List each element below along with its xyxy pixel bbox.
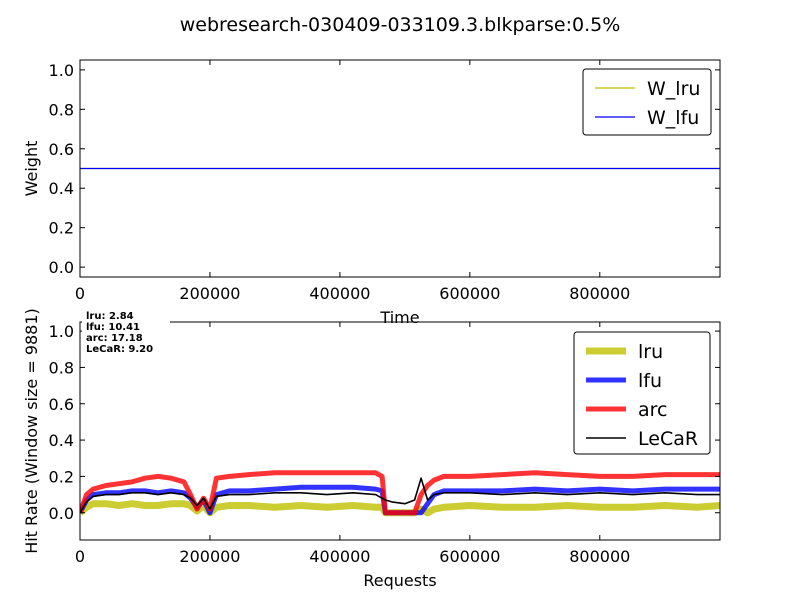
hit-rate-panel: 0 200000 400000 600000 800000 0.0 0.2 0.4 0.6 0.8… — [22, 308, 721, 590]
x-tick-label: 0 — [75, 547, 85, 566]
legend-label-w-lfu: W_lfu — [647, 107, 699, 129]
legend-label-arc: arc — [638, 399, 667, 421]
y-tick-label: 0.2 — [49, 219, 74, 238]
x-tick-label: 200000 — [179, 284, 240, 303]
legend-label-lfu: lfu — [638, 370, 662, 392]
y-tick-label: 0.0 — [49, 504, 74, 523]
y-axis-label: Hit Rate (Window size = 9881) — [22, 308, 41, 554]
y-tick-label: 1.0 — [49, 322, 74, 341]
series-line-lecar — [80, 477, 720, 514]
series-line-lru — [80, 500, 720, 517]
y-tick-label: 0.2 — [49, 467, 74, 486]
legend: lru lfu arc LeCaR — [573, 331, 711, 455]
x-tick-label: 200000 — [179, 547, 240, 566]
legend: W_lru W_lfu — [582, 68, 712, 136]
x-axis-label: Requests — [363, 571, 436, 590]
x-tick-label: 600000 — [439, 284, 500, 303]
weight-panel: 0 200000 400000 600000 800000 0.0 0.2 0.4 0.6 0.8… — [22, 59, 721, 327]
summary-line: lru: 2.84 — [86, 311, 134, 322]
y-axis-label: Weight — [22, 141, 41, 197]
x-tick-label: 400000 — [309, 284, 370, 303]
y-tick-label: 0.6 — [49, 140, 74, 159]
summary-line: LeCaR: 9.20 — [86, 344, 153, 355]
y-tick-label: 0.0 — [49, 258, 74, 277]
x-tick-label: 400000 — [309, 547, 370, 566]
y-tick-label: 0.8 — [49, 100, 74, 119]
y-tick-label: 0.4 — [49, 179, 74, 198]
legend-label-lecar: LeCaR — [638, 428, 698, 450]
x-tick-label: 800000 — [569, 547, 630, 566]
y-tick-label: 0.8 — [49, 358, 74, 377]
x-tick-label: 800000 — [569, 284, 630, 303]
legend-label-lru: lru — [638, 341, 663, 363]
x-tick-label: 600000 — [439, 547, 500, 566]
series-line-arc — [80, 470, 720, 516]
axes-frame — [79, 59, 721, 278]
summary-background — [82, 309, 170, 359]
series-group — [80, 470, 720, 517]
x-tick-label: 0 — [75, 284, 85, 303]
figure-title: webresearch-030409-033109.3.blkparse:0.5… — [180, 14, 621, 36]
legend-label-w-lru: W_lru — [647, 78, 700, 100]
axes-frame — [79, 321, 721, 541]
summary-line: arc: 17.18 — [86, 333, 143, 344]
y-tick-label: 0.4 — [49, 431, 74, 450]
series-line-lfu — [80, 484, 720, 516]
legend-frame — [582, 68, 712, 136]
legend-frame — [573, 331, 711, 455]
x-axis-label: Time — [379, 308, 419, 327]
y-tick-label: 0.6 — [49, 395, 74, 414]
y-tick-label: 1.0 — [49, 61, 74, 80]
summary-line: lfu: 10.41 — [86, 322, 140, 333]
